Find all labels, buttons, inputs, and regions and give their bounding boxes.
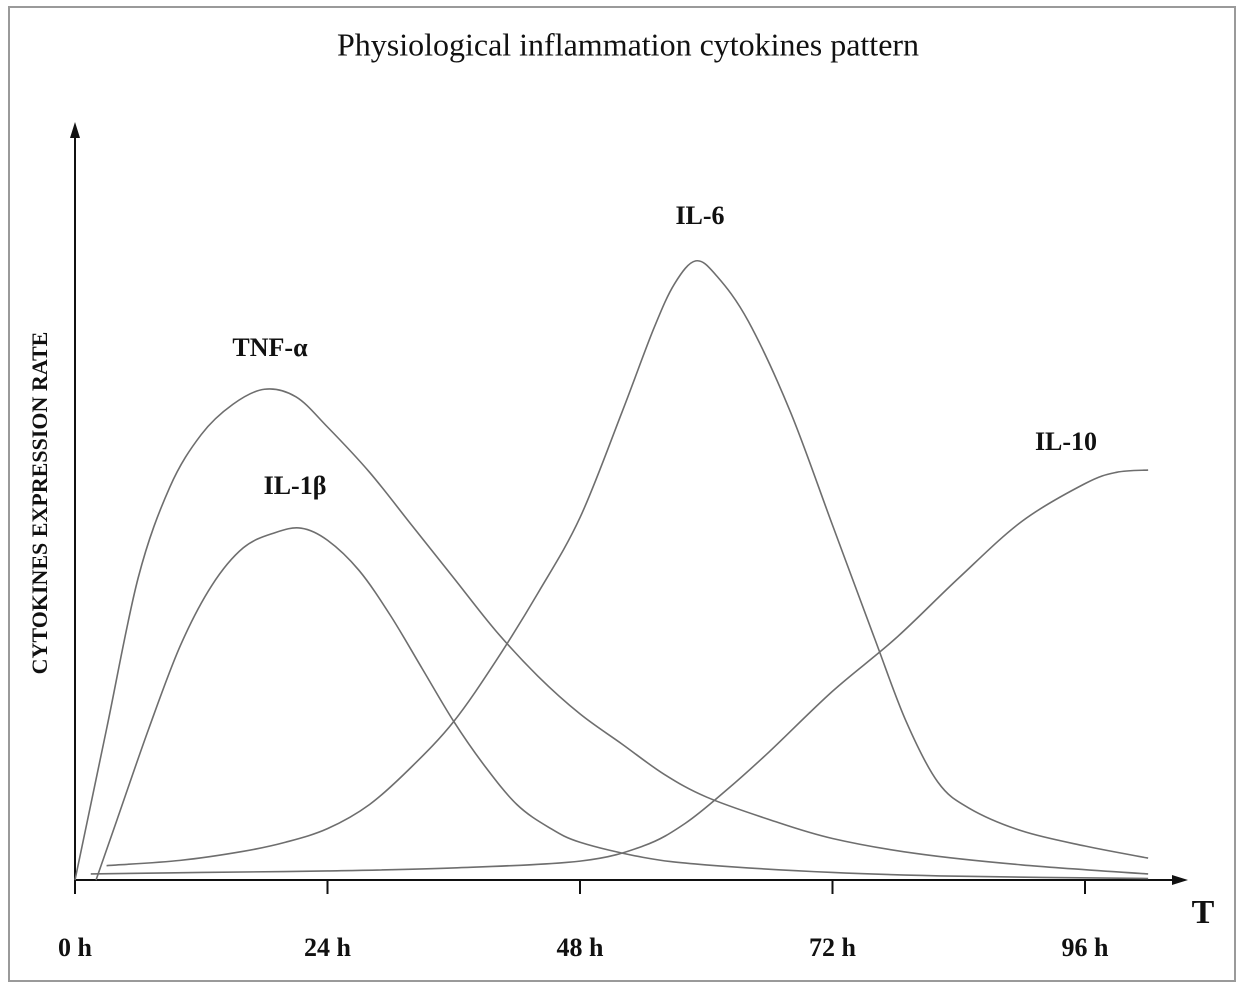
x-tick-label: 72 h [809,933,857,962]
y-axis-arrow [70,122,80,138]
x-axis-arrow [1172,875,1188,885]
line [74,388,1149,881]
line [90,469,1149,875]
series-label: IL-6 [675,201,724,230]
frame [8,6,1236,982]
x-tick-label: 24 h [304,933,352,962]
series-label: IL-1β [264,471,327,500]
y-axis-label: CYTOKINES EXPRESSION RATE [27,332,52,675]
x-tick-label: 96 h [1062,933,1110,962]
x-tick-label: 48 h [557,933,605,962]
x-tick-label: 0 h [58,933,93,962]
x-axis-label: T [1192,894,1215,931]
chart-title: Physiological inflammation cytokines pat… [337,26,919,62]
line [95,527,1149,881]
series-label: IL-10 [1035,427,1097,456]
series-label: TNF-α [232,333,308,362]
line [106,259,1149,867]
